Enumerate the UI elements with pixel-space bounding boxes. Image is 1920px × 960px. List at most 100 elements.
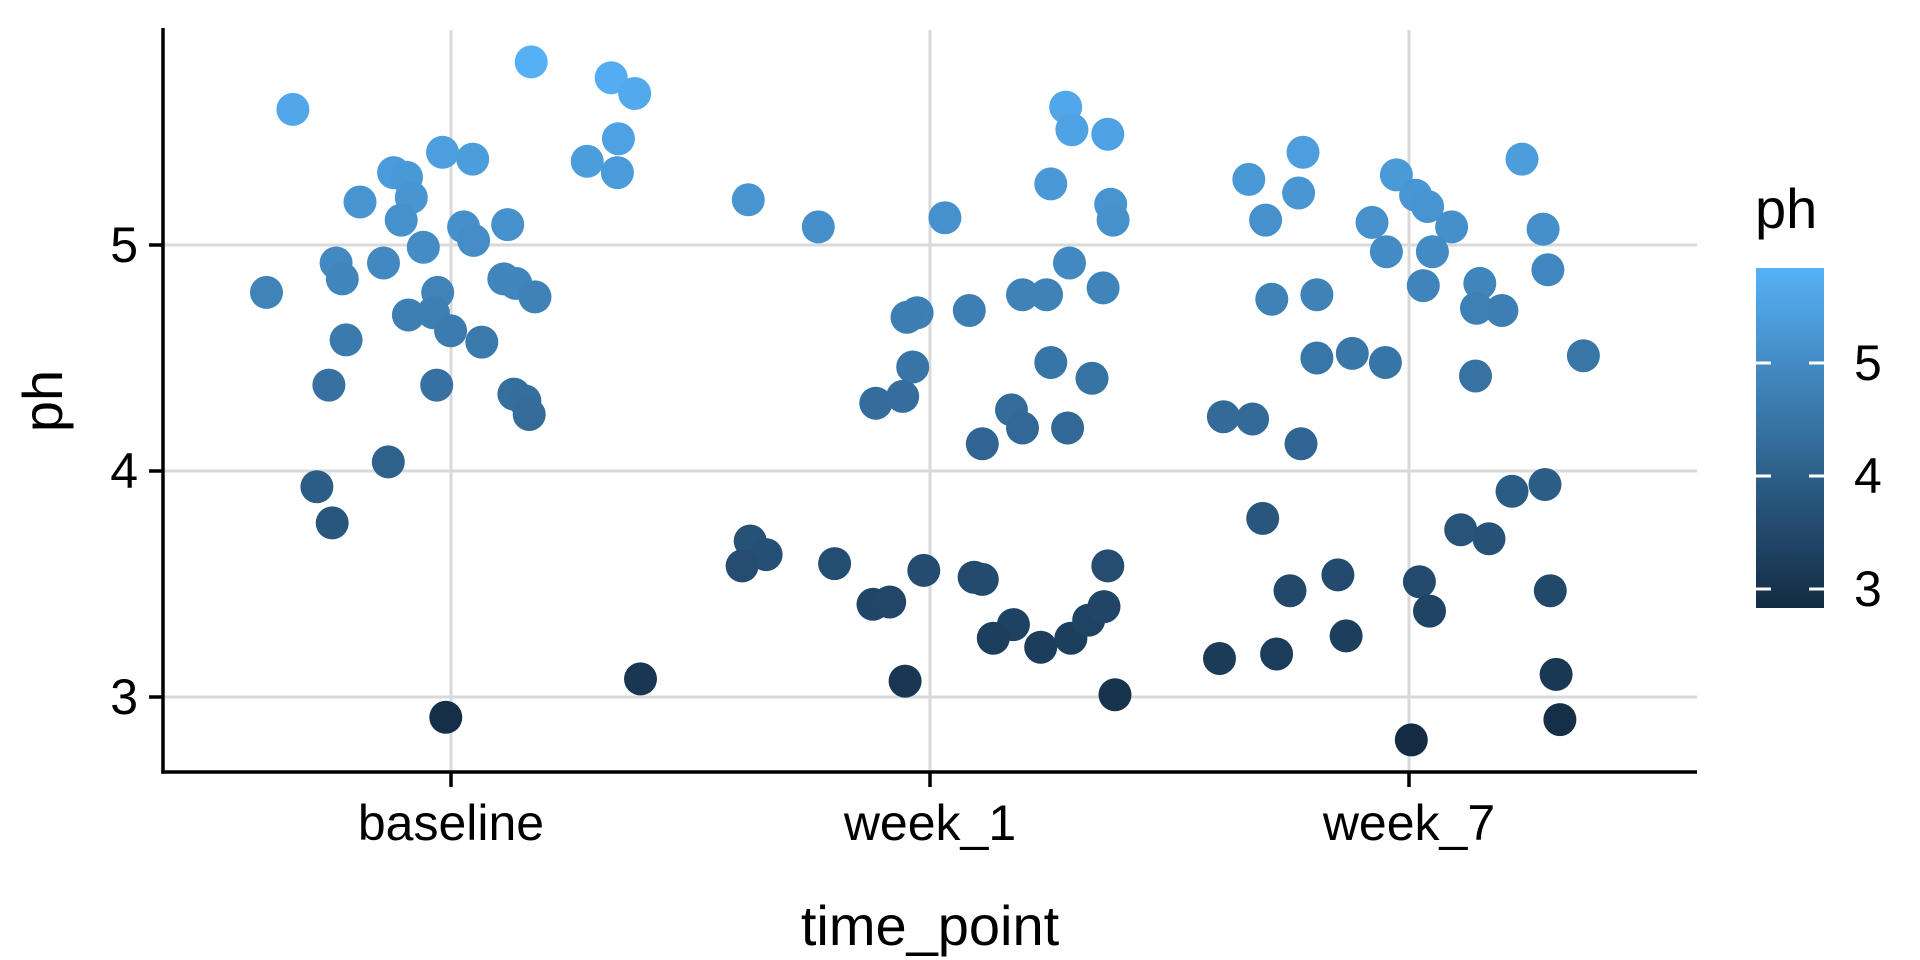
data-point [329,323,363,357]
data-point [1413,594,1446,628]
data-point [1472,522,1506,556]
data-point [1394,723,1428,757]
data-point [1246,501,1280,535]
data-point [1435,210,1469,244]
data-point [1284,427,1318,461]
data-point [896,350,930,384]
legend: ph 5 4 3 [1755,177,1882,617]
data-point [1034,346,1068,379]
axis-lines [149,28,1697,787]
x-axis-title: time_point [801,894,1060,957]
data-point [434,314,468,348]
data-point [1024,630,1058,664]
data-point [1006,278,1039,312]
data-point [1444,513,1478,547]
data-point [907,553,941,587]
legend-title: ph [1755,177,1817,240]
data-point [420,368,454,402]
data-point [1255,282,1289,316]
legend-label-5: 5 [1854,335,1882,391]
data-point [1406,269,1440,303]
data-point [1495,474,1529,508]
data-point [952,294,986,327]
data-point [1260,637,1294,671]
data-point [1249,203,1283,237]
data-point [1355,205,1389,239]
data-point [1459,359,1492,393]
data-point [325,262,359,296]
x-tick-label-baseline: baseline [358,795,544,851]
data-point [818,547,852,581]
data-point [886,379,920,413]
data-point [1273,574,1307,608]
data-point [725,549,759,583]
y-tick-label-3: 3 [110,669,138,725]
data-point [801,210,835,244]
data-point [976,621,1010,655]
x-tick-label-week7: week_7 [1322,795,1495,851]
data-point [1531,253,1565,287]
data-point [343,185,377,219]
data-point [1206,400,1240,434]
data-point [1051,411,1085,445]
data-point [1055,113,1089,147]
data-point [384,203,418,237]
data-point [1091,549,1125,583]
data-point [1566,339,1600,373]
data-point [1006,411,1039,445]
data-point [1282,176,1316,210]
data-point [1075,361,1109,395]
data-point [1463,266,1497,300]
data-point [1526,212,1560,246]
data-point [1321,558,1355,592]
data-point [1098,678,1132,712]
data-point [367,246,400,280]
data-point [514,45,548,79]
data-point [1203,642,1236,675]
data-point [1411,190,1445,223]
scatter-points [250,45,1600,757]
data-point [250,275,283,309]
data-point [406,230,440,264]
data-point [618,77,652,110]
data-point [873,585,907,619]
data-point [1034,167,1068,201]
data-point [1286,135,1320,169]
data-point [456,142,490,176]
y-axis-title: ph [11,370,74,432]
data-point [888,664,922,698]
data-point [276,92,310,126]
data-point [429,700,463,734]
data-point [859,386,893,420]
data-point [1329,619,1363,653]
data-point [315,506,349,540]
data-point [1415,235,1449,269]
data-point [890,300,924,334]
data-point [465,325,499,359]
data-point [1485,294,1519,327]
data-point [1053,246,1086,280]
data-point [928,201,962,235]
data-point [1505,142,1539,176]
x-tick-label-week1: week_1 [843,795,1016,851]
data-point [512,398,546,431]
legend-label-3: 3 [1854,561,1882,617]
data-point [601,122,635,156]
data-point [371,445,405,479]
data-point [1460,291,1493,325]
data-point [1543,703,1577,737]
legend-ticks [1756,361,1824,591]
data-point [1528,468,1562,501]
data-point [491,208,525,242]
y-tick-label-5: 5 [110,217,138,273]
data-point [1086,271,1120,305]
data-point [594,61,628,95]
data-point [1087,590,1121,624]
data-point [570,144,604,178]
data-point [624,662,657,696]
data-point [731,183,765,217]
data-point [1368,346,1402,379]
data-point [1369,235,1403,269]
data-point [518,280,552,314]
